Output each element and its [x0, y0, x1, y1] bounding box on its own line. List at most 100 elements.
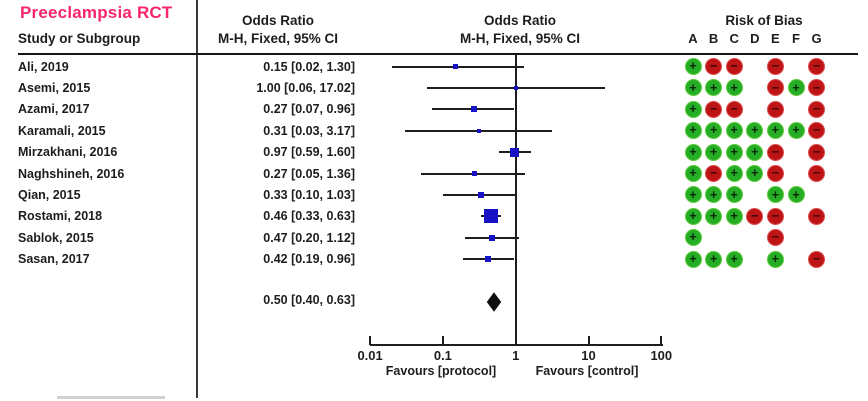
study-or-value: 0.33 [0.10, 1.03]: [263, 187, 355, 202]
plot-header-line2: M-H, Fixed, 95% CI: [459, 31, 581, 46]
rob-dot-low-risk: +: [787, 122, 805, 140]
rob-dot-high-risk: −: [705, 100, 723, 118]
rob-dot-high-risk: −: [766, 79, 784, 97]
study-name: Azami, 2017: [18, 102, 90, 117]
study-name: Naghshineh, 2016: [18, 166, 125, 181]
rob-dot-high-risk: −: [808, 122, 826, 140]
axis-tick: [369, 336, 372, 345]
favours-left-label: Favours [protocol]: [385, 364, 497, 378]
rob-dot-low-risk: +: [725, 143, 743, 161]
rob-dot-low-risk: +: [746, 143, 764, 161]
rob-dot-low-risk: +: [787, 79, 805, 97]
rob-dot-high-risk: −: [808, 58, 826, 75]
rob-dot-low-risk: +: [684, 207, 702, 225]
study-name: Asemi, 2015: [18, 80, 91, 95]
rob-dot-low-risk: +: [725, 250, 743, 268]
rob-domain-letter: D: [750, 31, 760, 46]
rob-domain-letter: E: [771, 31, 780, 46]
axis-tick: [587, 336, 590, 345]
rob-dot-low-risk: +: [684, 122, 702, 140]
rob-dot-high-risk: −: [808, 79, 826, 97]
rob-dot-low-risk: +: [705, 207, 723, 225]
rob-dot-low-risk: +: [766, 250, 784, 268]
axis-tick-label: 10: [581, 348, 596, 363]
axis-tick-label: 1: [512, 348, 520, 363]
effect-marker: [488, 234, 495, 241]
rob-dot-high-risk: −: [746, 207, 764, 225]
rob-dot-high-risk: −: [705, 165, 723, 182]
effect-marker: [513, 85, 518, 90]
rob-dot-high-risk: −: [766, 143, 784, 161]
rob-dot-high-risk: −: [808, 143, 826, 161]
rob-dot-low-risk: +: [725, 207, 743, 225]
study-or-value: 1.00 [0.06, 17.02]: [256, 80, 355, 95]
effect-marker: [471, 171, 477, 176]
rob-dot-high-risk: −: [766, 100, 784, 118]
effect-marker: [453, 64, 459, 69]
rob-dot-low-risk: +: [705, 143, 723, 161]
axis-tick-label: 0.1: [433, 348, 452, 363]
axis-tick: [514, 336, 517, 345]
rob-dot-low-risk: +: [684, 58, 702, 75]
rob-dot-low-risk: +: [705, 122, 723, 140]
rob-dot-low-risk: +: [787, 186, 805, 204]
effect-marker: [476, 128, 481, 133]
study-name: Sablok, 2015: [18, 230, 94, 245]
rob-dot-low-risk: +: [746, 165, 764, 182]
study-or-value: 0.97 [0.59, 1.60]: [263, 145, 355, 160]
axis-tick-label: 0.01: [357, 348, 383, 363]
cropped-text-artifact: [57, 396, 165, 399]
rob-dot-low-risk: +: [746, 122, 764, 140]
rob-dot-low-risk: +: [684, 100, 702, 118]
rob-dot-low-risk: +: [725, 186, 743, 204]
pooled-diamond: [486, 292, 502, 312]
rob-dot-high-risk: −: [766, 165, 784, 182]
study-name: Mirzakhani, 2016: [18, 145, 118, 160]
study-or-value: 0.27 [0.05, 1.36]: [263, 166, 355, 181]
study-name: Qian, 2015: [18, 187, 81, 202]
rob-domain-letter: G: [811, 31, 822, 46]
rob-dot-high-risk: −: [808, 207, 826, 225]
total-or-value: 0.50 [0.40, 0.63]: [263, 293, 355, 307]
rob-dot-low-risk: +: [684, 229, 702, 247]
rob-dot-high-risk: −: [725, 100, 743, 118]
rob-dot-high-risk: −: [808, 165, 826, 182]
null-effect-line: [515, 55, 517, 345]
favours-right-label: Favours [control]: [535, 364, 639, 378]
rob-dot-high-risk: −: [725, 58, 743, 75]
rob-dot-low-risk: +: [725, 165, 743, 182]
rob-dot-low-risk: +: [684, 165, 702, 182]
x-axis: [370, 344, 663, 346]
study-or-value: 0.15 [0.02, 1.30]: [263, 59, 355, 74]
risk-of-bias-header: Risk of Bias: [725, 13, 803, 28]
rob-domain-letter: B: [708, 31, 719, 46]
plot-title: Preeclampsia RCT: [20, 3, 173, 22]
rob-dot-high-risk: −: [766, 58, 784, 75]
rob-dot-high-risk: −: [808, 100, 826, 118]
rob-dot-low-risk: +: [684, 143, 702, 161]
rob-dot-low-risk: +: [725, 79, 743, 97]
rob-dot-low-risk: +: [705, 250, 723, 268]
rob-dot-high-risk: −: [808, 250, 826, 268]
axis-tick: [660, 336, 663, 345]
rob-dot-low-risk: +: [705, 186, 723, 204]
rob-dot-low-risk: +: [684, 79, 702, 97]
study-or-value: 0.42 [0.19, 0.96]: [263, 252, 355, 267]
study-name: Karamali, 2015: [18, 123, 106, 138]
study-or-value: 0.47 [0.20, 1.12]: [263, 230, 355, 245]
or-text-header-line2: M-H, Fixed, 95% CI: [217, 31, 339, 46]
rob-domain-letter: A: [688, 31, 698, 46]
effect-marker: [477, 191, 484, 198]
axis-tick: [441, 336, 444, 345]
or-text-header-line1: Odds Ratio: [241, 13, 314, 28]
rob-dot-low-risk: +: [766, 186, 784, 204]
study-or-value: 0.31 [0.03, 3.17]: [263, 123, 355, 138]
rob-dot-high-risk: −: [766, 229, 784, 247]
plot-header-line1: Odds Ratio: [483, 13, 556, 28]
rob-dot-low-risk: +: [684, 250, 702, 268]
effect-marker: [471, 106, 478, 113]
effect-marker: [485, 256, 492, 263]
study-column-header: Study or Subgroup: [18, 31, 141, 46]
rob-dot-high-risk: −: [705, 58, 723, 75]
study-name: Ali, 2019: [18, 59, 69, 74]
